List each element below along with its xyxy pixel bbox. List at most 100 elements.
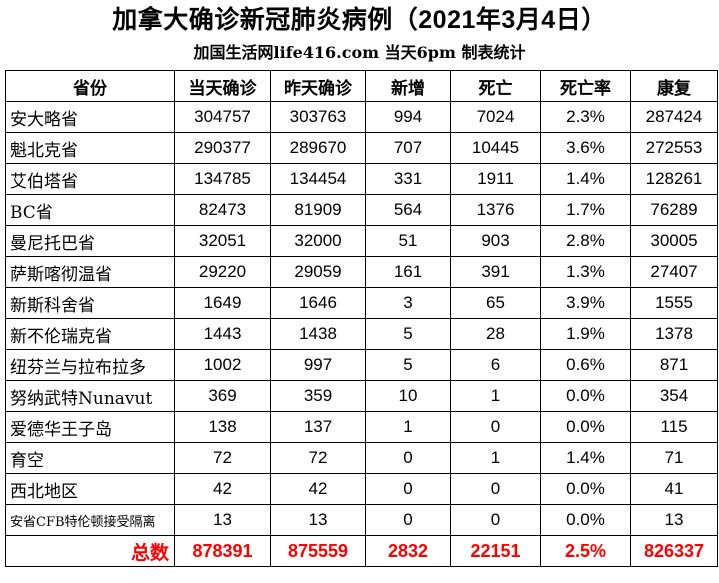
- table-row: 新斯科舍省 1649 1646 3 65 3.9% 1555: [5, 287, 718, 319]
- value-cell: 391: [450, 256, 541, 288]
- covid-cases-table: 省份 当天确诊 昨天确诊 新增 死亡 死亡率 康复 安大略省 304757 3037…: [5, 70, 718, 567]
- value-cell: 0: [365, 442, 451, 474]
- value-cell: 5: [365, 318, 451, 350]
- value-cell: 1.3%: [540, 256, 631, 288]
- value-cell: 0.0%: [540, 380, 631, 412]
- value-cell: 1646: [270, 287, 366, 319]
- value-cell: 1649: [174, 287, 271, 319]
- value-cell: 134785: [174, 163, 271, 195]
- province-name-cell: 新斯科舍省: [5, 287, 175, 319]
- value-cell: 1378: [630, 318, 718, 350]
- value-cell: 1002: [174, 349, 271, 381]
- value-cell: 369: [174, 380, 271, 412]
- table-row: 爱德华王子岛 138 137 1 0 0.0% 115: [5, 411, 718, 443]
- province-name-cell: 安大略省: [5, 101, 175, 133]
- total-deaths: 22151: [450, 535, 541, 567]
- table-row: 安大略省 304757 303763 994 7024 2.3% 287424: [5, 101, 718, 133]
- value-cell: 0.0%: [540, 504, 631, 536]
- value-cell: 72: [270, 442, 366, 474]
- value-cell: 29059: [270, 256, 366, 288]
- value-cell: 30005: [630, 225, 718, 257]
- value-cell: 128261: [630, 163, 718, 195]
- province-name-cell: 安省CFB特伦顿接受隔离: [5, 504, 175, 536]
- column-header-death-rate: 死亡率: [540, 70, 631, 102]
- value-cell: 0: [365, 504, 451, 536]
- total-recovered: 826337: [630, 535, 718, 567]
- table-row: BC省 82473 81909 564 1376 1.7% 76289: [5, 194, 718, 226]
- value-cell: 0: [450, 411, 541, 443]
- value-cell: 290377: [174, 132, 271, 164]
- value-cell: 10: [365, 380, 451, 412]
- value-cell: 994: [365, 101, 451, 133]
- province-name-cell: 萨斯喀彻温省: [5, 256, 175, 288]
- province-name-cell: 纽芬兰与拉布拉多: [5, 349, 175, 381]
- value-cell: 1555: [630, 287, 718, 319]
- total-death-rate: 2.5%: [540, 535, 631, 567]
- page-title: 加拿大确诊新冠肺炎病例（2021年3月4日）: [112, 6, 607, 34]
- column-header-today-confirmed: 当天确诊: [174, 70, 271, 102]
- province-name-cell: 育空: [5, 442, 175, 474]
- value-cell: 27407: [630, 256, 718, 288]
- table-header-row: 省份 当天确诊 昨天确诊 新增 死亡 死亡率 康复: [5, 70, 718, 102]
- value-cell: 41: [630, 473, 718, 505]
- table-body: 安大略省 304757 303763 994 7024 2.3% 287424 魁北克省 290…: [5, 101, 718, 536]
- value-cell: 0: [450, 473, 541, 505]
- value-cell: 82473: [174, 194, 271, 226]
- value-cell: 137: [270, 411, 366, 443]
- province-name-cell: 曼尼托巴省: [5, 225, 175, 257]
- value-cell: 6: [450, 349, 541, 381]
- total-row: 总数 878391 875559 2832 22151 2.5% 826337: [5, 535, 718, 567]
- value-cell: 81909: [270, 194, 366, 226]
- value-cell: 72: [174, 442, 271, 474]
- table-row: 新不伦瑞克省 1443 1438 5 28 1.9% 1378: [5, 318, 718, 350]
- value-cell: 5: [365, 349, 451, 381]
- value-cell: 3.9%: [540, 287, 631, 319]
- value-cell: 42: [270, 473, 366, 505]
- value-cell: 161: [365, 256, 451, 288]
- value-cell: 134454: [270, 163, 366, 195]
- value-cell: 76289: [630, 194, 718, 226]
- value-cell: 51: [365, 225, 451, 257]
- value-cell: 354: [630, 380, 718, 412]
- value-cell: 1443: [174, 318, 271, 350]
- value-cell: 3: [365, 287, 451, 319]
- column-header-new-cases: 新增: [365, 70, 451, 102]
- value-cell: 1: [450, 380, 541, 412]
- value-cell: 289670: [270, 132, 366, 164]
- value-cell: 0.0%: [540, 473, 631, 505]
- total-new-cases: 2832: [365, 535, 451, 567]
- province-name-cell: 魁北克省: [5, 132, 175, 164]
- value-cell: 0.6%: [540, 349, 631, 381]
- value-cell: 3.6%: [540, 132, 631, 164]
- column-header-province: 省份: [5, 70, 175, 102]
- value-cell: 1.4%: [540, 163, 631, 195]
- value-cell: 0.0%: [540, 411, 631, 443]
- table-row: 艾伯塔省 134785 134454 331 1911 1.4% 128261: [5, 163, 718, 195]
- value-cell: 7024: [450, 101, 541, 133]
- value-cell: 29220: [174, 256, 271, 288]
- value-cell: 1.9%: [540, 318, 631, 350]
- value-cell: 359: [270, 380, 366, 412]
- value-cell: 1911: [450, 163, 541, 195]
- value-cell: 32000: [270, 225, 366, 257]
- value-cell: 287424: [630, 101, 718, 133]
- value-cell: 42: [174, 473, 271, 505]
- province-name-cell: 新不伦瑞克省: [5, 318, 175, 350]
- value-cell: 71: [630, 442, 718, 474]
- value-cell: 0: [365, 473, 451, 505]
- value-cell: 303763: [270, 101, 366, 133]
- total-yesterday-confirmed: 875559: [270, 535, 366, 567]
- total-row-label: 总数: [5, 535, 175, 567]
- table-row: 曼尼托巴省 32051 32000 51 903 2.8% 30005: [5, 225, 718, 257]
- table-row: 魁北克省 290377 289670 707 10445 3.6% 272553: [5, 132, 718, 164]
- table-row: 努纳武特Nunavut 369 359 10 1 0.0% 354: [5, 380, 718, 412]
- value-cell: 1438: [270, 318, 366, 350]
- province-name-cell: BC省: [5, 194, 175, 226]
- table-row: 育空 72 72 0 1 1.4% 71: [5, 442, 718, 474]
- value-cell: 331: [365, 163, 451, 195]
- value-cell: 10445: [450, 132, 541, 164]
- value-cell: 272553: [630, 132, 718, 164]
- value-cell: 871: [630, 349, 718, 381]
- value-cell: 304757: [174, 101, 271, 133]
